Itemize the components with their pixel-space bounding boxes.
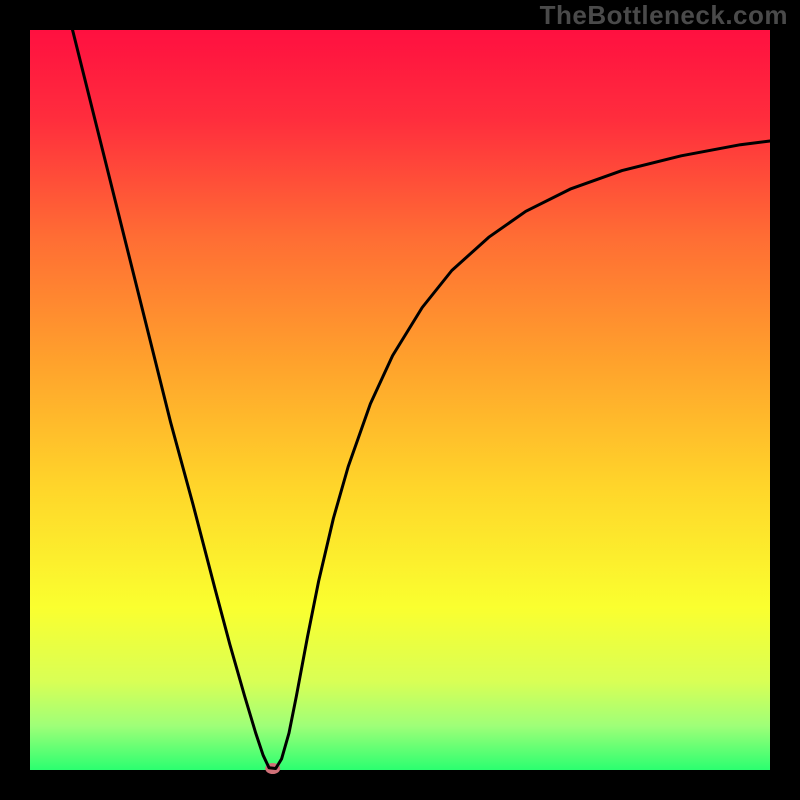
bottleneck-chart [0,0,800,800]
plot-background [30,30,770,770]
chart-container: TheBottleneck.com [0,0,800,800]
